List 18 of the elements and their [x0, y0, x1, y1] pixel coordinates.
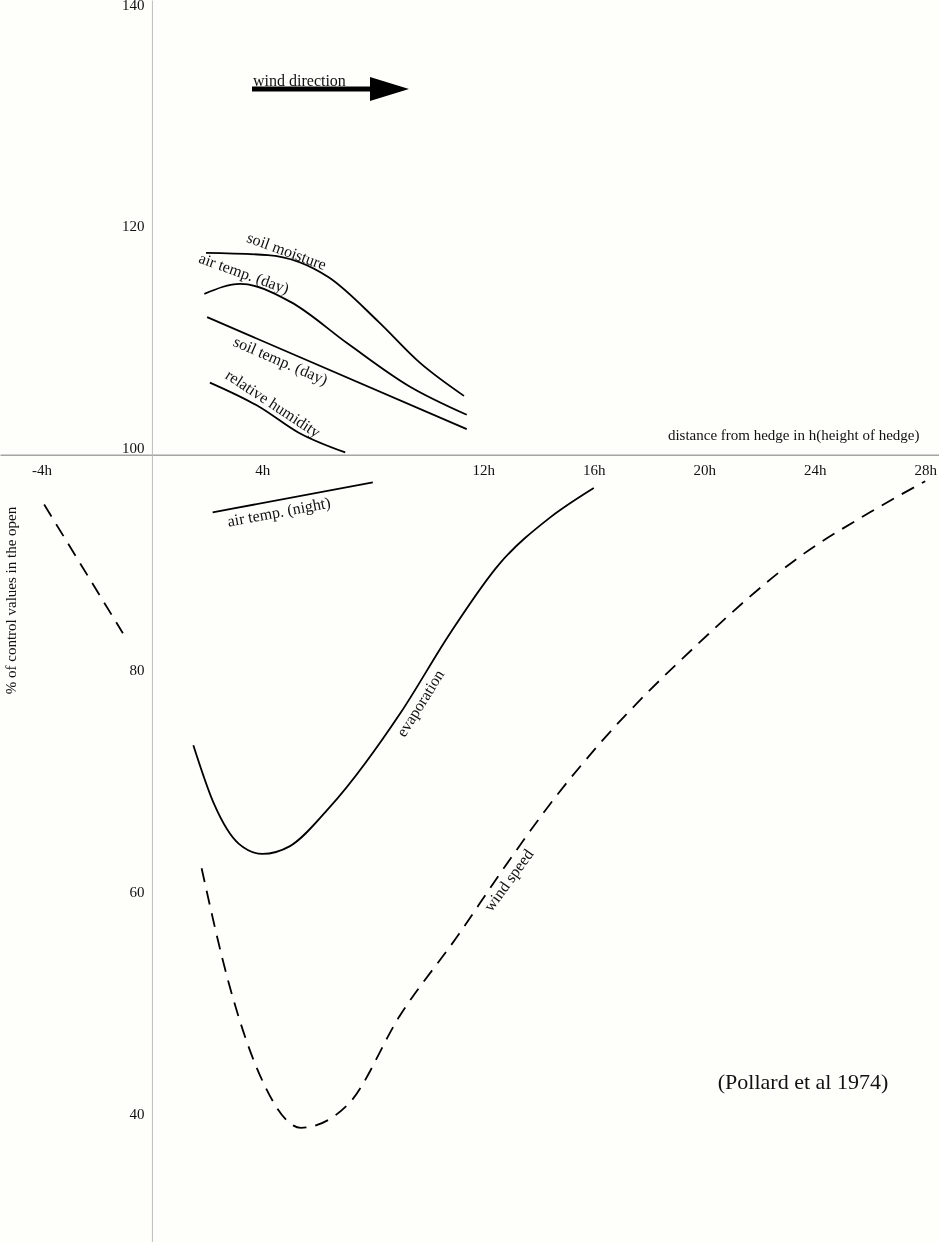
x-tick-label: 24h [803, 462, 827, 479]
y-tick-label: 120 [121, 218, 145, 235]
x-tick-label: 20h [693, 462, 717, 479]
annotation: wind direction [253, 72, 346, 89]
y-tick-label: 140 [121, 0, 145, 13]
y-tick-label: 40 [129, 1105, 145, 1122]
x-axis-title: distance from hedge in h(height of hedge) [667, 427, 920, 445]
y-tick-label: 80 [129, 661, 145, 678]
x-tick-label: 28h [914, 462, 938, 479]
y-axis-title: % of control values in the open [2, 506, 19, 695]
x-tick-label: 16h [583, 462, 607, 479]
text: air temp. (night) [225, 493, 332, 531]
y-tick-label: 100 [121, 440, 145, 457]
y-tick-label: 60 [129, 883, 145, 900]
x-tick-label: -4h [31, 462, 53, 479]
x-tick-label: 12h [472, 462, 496, 479]
annotation: (Pollard et al 1974) [717, 1069, 889, 1094]
x-tick-label: 4h [255, 462, 271, 479]
